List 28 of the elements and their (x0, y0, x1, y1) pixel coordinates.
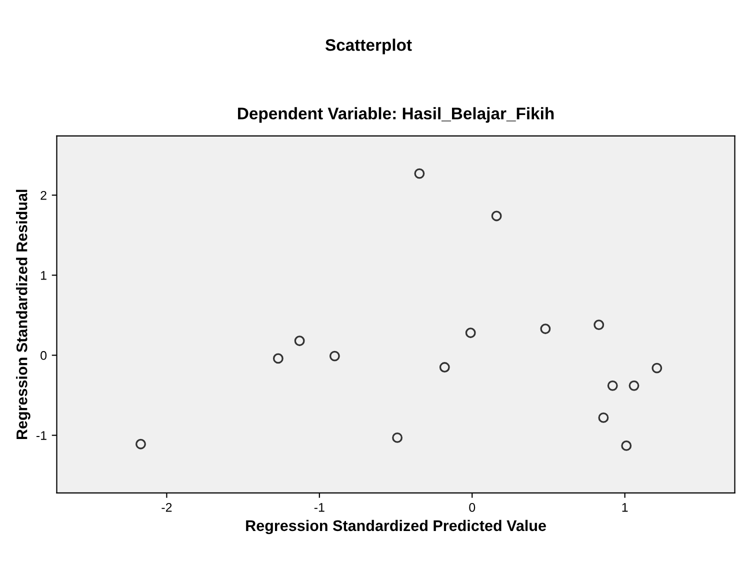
point (136, 438, 146, 450)
y-tick-label: 0 (40, 351, 47, 360)
chart-title: Scatterplot (325, 38, 412, 54)
y-tick-label: 2 (40, 190, 46, 200)
x-tick-label: -2 (162, 502, 172, 512)
point (607, 380, 618, 391)
point (621, 440, 632, 451)
point (414, 168, 425, 179)
y-tick-label: 1 (41, 271, 46, 280)
x-tick-label: 0 (469, 502, 476, 512)
point (652, 362, 662, 374)
chart-subtitle: Dependent Variable: Hasil_Belajar_Fikih (238, 107, 554, 123)
point (294, 336, 305, 346)
point (392, 432, 403, 443)
point (491, 210, 502, 222)
point (598, 412, 609, 423)
y-tick-label: -1 (36, 431, 46, 440)
point (465, 328, 476, 338)
x-axis-title: Regression Standardized Predicted Value (246, 520, 546, 534)
point (439, 362, 450, 372)
x-tick-label: -1 (314, 503, 324, 512)
y-axis-title: Regression Standardized Residual (16, 190, 30, 440)
point (540, 324, 551, 334)
point (329, 350, 340, 362)
point (628, 380, 640, 391)
x-tick-label: 1 (622, 503, 628, 512)
point (594, 320, 604, 330)
point (272, 353, 284, 364)
